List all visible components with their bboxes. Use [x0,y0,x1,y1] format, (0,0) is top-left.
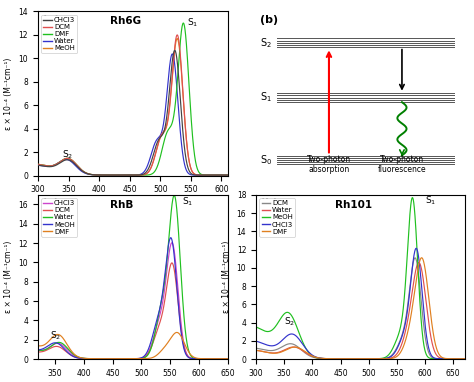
Text: S$_1$: S$_1$ [425,195,437,207]
Y-axis label: ε × 10⁻⁴ (M⁻¹cm⁻¹): ε × 10⁻⁴ (M⁻¹cm⁻¹) [4,241,13,313]
Text: RhB: RhB [110,200,133,210]
Text: S$_2$: S$_2$ [62,149,73,161]
X-axis label: λ.(nm): λ.(nm) [118,200,147,209]
Text: Two-photon
absorption: Two-photon absorption [307,155,351,174]
Text: (a): (a) [42,15,59,25]
Text: S$_0$: S$_0$ [260,153,273,167]
Text: Two-photon
fluorescence: Two-photon fluorescence [378,155,426,174]
Text: Rh6G: Rh6G [110,16,141,26]
Text: S$_2$: S$_2$ [50,330,61,342]
Legend: CHCl3, DCM, DMF, Water, MeOH: CHCl3, DCM, DMF, Water, MeOH [41,15,77,53]
Y-axis label: ε × 10⁻⁴ (M⁻¹cm⁻¹): ε × 10⁻⁴ (M⁻¹cm⁻¹) [4,57,13,130]
Text: (b): (b) [260,198,278,208]
Legend: DCM, Water, MeOH, CHCl3, DMF: DCM, Water, MeOH, CHCl3, DMF [259,198,295,236]
Text: S$_2$: S$_2$ [284,316,295,328]
Text: S$_1$: S$_1$ [187,16,198,29]
Y-axis label: ε × 10⁻⁴ (M⁻¹cm⁻¹): ε × 10⁻⁴ (M⁻¹cm⁻¹) [222,241,231,313]
Legend: CHCl3, DCM, Water, MeOH, DMF: CHCl3, DCM, Water, MeOH, DMF [41,198,77,236]
Text: (b): (b) [260,15,278,25]
Text: (c): (c) [42,198,59,208]
Text: S$_2$: S$_2$ [260,36,272,50]
Text: S$_1$: S$_1$ [182,196,193,208]
Text: S$_1$: S$_1$ [260,91,272,104]
Text: Rh101: Rh101 [335,200,373,210]
